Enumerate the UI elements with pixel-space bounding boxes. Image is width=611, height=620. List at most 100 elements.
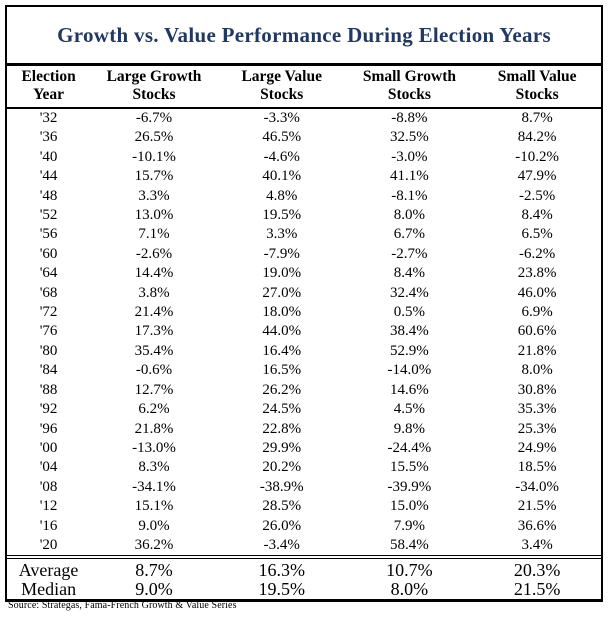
value-cell: 44.0% <box>262 323 302 340</box>
value-cell: 30.8% <box>517 381 557 398</box>
value-cell: 7.1% <box>138 226 170 243</box>
value-cell: 36.6% <box>517 517 557 534</box>
value-cell: 16.5% <box>262 362 302 379</box>
value-cell: 22.8% <box>262 420 302 437</box>
value-cell: -34.1% <box>132 478 176 495</box>
value-cell: 41.1% <box>390 168 429 185</box>
value-cell: 29.9% <box>262 439 302 456</box>
value-cell: -10.1% <box>132 148 176 165</box>
value-cell: 14.4% <box>134 265 174 282</box>
year-cell: '16 <box>39 517 58 534</box>
value-cell: 6.7% <box>393 226 426 243</box>
header-line: Stocks <box>387 86 431 103</box>
value-cell: -6.7% <box>135 110 173 126</box>
value-cell: 40.1% <box>262 168 302 185</box>
value-cell: 15.5% <box>390 459 429 476</box>
value-cell: -4.6% <box>263 148 300 165</box>
column-header-election-year: Election Year <box>7 66 91 109</box>
value-cell: 21.8% <box>134 420 174 437</box>
value-cell: 12.7% <box>134 381 174 398</box>
value-cell: 8.0% <box>393 207 426 224</box>
value-cell: 15.0% <box>390 498 429 515</box>
column-header-large-growth: Large Growth Stocks <box>90 66 218 109</box>
table-summary: Average 8.7% 16.3% 10.7% 20.3% Median 9.0% 19.5… <box>7 555 601 599</box>
value-cell: 18.5% <box>517 459 557 476</box>
table-row: '08 -34.1% -38.9% -39.9% -34.0% <box>7 478 601 497</box>
value-cell: 6.5% <box>521 226 553 243</box>
header-line: Large Value <box>241 68 322 85</box>
column-header-small-growth: Small Growth Stocks <box>345 66 474 109</box>
value-cell: 19.5% <box>258 579 305 600</box>
table-row: '68 3.8% 27.0% 32.4% 46.0% <box>7 284 601 303</box>
table-row: '88 12.7% 26.2% 14.6% 30.8% <box>7 381 601 400</box>
value-cell: 4.8% <box>266 187 298 204</box>
value-cell: -0.6% <box>135 362 173 379</box>
value-cell: 36.2% <box>134 536 174 553</box>
value-cell: 32.4% <box>390 284 429 301</box>
year-cell: '68 <box>39 284 58 301</box>
table-row: '60 -2.6% -7.9% -2.7% -6.2% <box>7 245 601 264</box>
value-cell: -2.6% <box>135 245 173 262</box>
value-cell: 21.5% <box>513 579 561 600</box>
value-cell: 17.3% <box>134 323 174 340</box>
summary-label-cell: Median <box>21 579 77 600</box>
header-line: Small Growth <box>362 68 456 85</box>
table-body: '32 -6.7% -3.3% -8.8% 8.7% '36 26.5% 46.5% 32.5%… <box>7 108 601 557</box>
header-line: Large Growth <box>106 68 202 85</box>
year-cell: '84 <box>39 362 58 379</box>
table-row: '04 8.3% 20.2% 15.5% 18.5% <box>7 458 601 477</box>
year-cell: '92 <box>39 401 58 418</box>
table-row: Average 8.7% 16.3% 10.7% 20.3% <box>7 555 601 581</box>
value-cell: 15.7% <box>134 168 174 185</box>
table-row: '16 9.0% 26.0% 7.9% 36.6% <box>7 517 601 536</box>
value-cell: -8.8% <box>391 110 428 126</box>
value-cell: 24.5% <box>262 401 302 418</box>
value-cell: 19.5% <box>262 207 302 224</box>
value-cell: 46.0% <box>517 284 557 301</box>
value-cell: 47.9% <box>517 168 557 185</box>
table-row: '48 3.3% 4.8% -8.1% -2.5% <box>7 187 601 206</box>
value-cell: 7.9% <box>393 517 426 534</box>
source-note: Source: Strategas, Fama-French Growth & … <box>8 600 237 611</box>
year-cell: '76 <box>39 323 58 340</box>
column-header-large-value: Large Value Stocks <box>217 66 346 109</box>
value-cell: -10.2% <box>515 148 559 165</box>
table-row: '52 13.0% 19.5% 8.0% 8.4% <box>7 206 601 225</box>
value-cell: 16.3% <box>217 555 346 581</box>
value-cell: 6.9% <box>521 304 553 321</box>
year-cell: '60 <box>39 245 58 262</box>
value-cell: -13.0% <box>132 439 176 456</box>
value-cell: -39.9% <box>387 478 432 495</box>
value-cell: 38.4% <box>390 323 429 340</box>
header-line: Stocks <box>515 86 559 103</box>
year-cell: '12 <box>39 498 58 515</box>
value-cell: 58.4% <box>390 536 429 553</box>
value-cell: 52.9% <box>390 342 429 359</box>
table-row: '12 15.1% 28.5% 15.0% 21.5% <box>7 497 601 516</box>
year-cell: '72 <box>39 304 58 321</box>
year-cell: '52 <box>39 207 58 224</box>
value-cell: -3.4% <box>263 536 300 553</box>
value-cell: 35.4% <box>134 342 174 359</box>
table-row: '76 17.3% 44.0% 38.4% 60.6% <box>7 322 601 341</box>
value-cell: 8.0% <box>521 362 553 379</box>
value-cell: 9.0% <box>135 579 173 600</box>
table-row: Median 9.0% 19.5% 8.0% 21.5% <box>7 580 601 599</box>
value-cell: 0.5% <box>393 304 426 321</box>
table-row: '64 14.4% 19.0% 8.4% 23.8% <box>7 264 601 283</box>
value-cell: 13.0% <box>134 207 174 224</box>
value-cell: 10.7% <box>345 555 474 581</box>
value-cell: 4.5% <box>393 401 426 418</box>
table-row: '96 21.8% 22.8% 9.8% 25.3% <box>7 420 601 439</box>
value-cell: 26.0% <box>262 517 302 534</box>
header-line: Stocks <box>132 86 176 103</box>
value-cell: 3.8% <box>138 284 170 301</box>
value-cell: 9.0% <box>138 517 170 534</box>
value-cell: 25.3% <box>517 420 557 437</box>
page-title: Growth vs. Value Performance During Elec… <box>7 7 601 66</box>
year-cell: '04 <box>39 459 58 476</box>
value-cell: 14.6% <box>390 381 429 398</box>
value-cell: 21.8% <box>517 342 557 359</box>
value-cell: 8.0% <box>390 579 429 600</box>
